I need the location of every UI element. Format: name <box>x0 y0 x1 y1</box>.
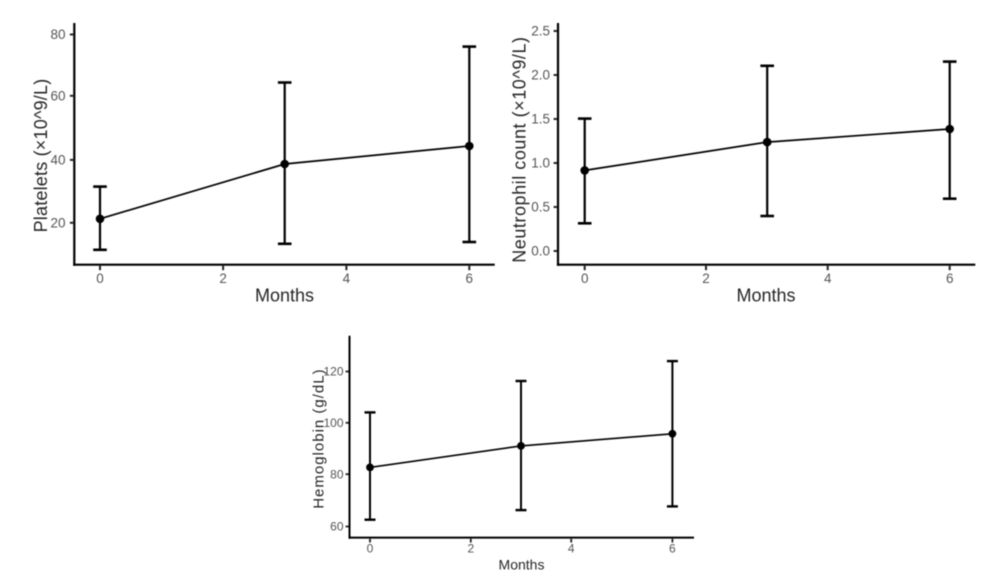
svg-text:40: 40 <box>50 153 65 168</box>
svg-text:Months: Months <box>736 286 795 306</box>
svg-text:2.0: 2.0 <box>531 68 550 83</box>
svg-text:6: 6 <box>669 542 676 556</box>
svg-text:Hemoglobin (g/dL): Hemoglobin (g/dL) <box>311 368 328 508</box>
svg-text:2: 2 <box>467 542 474 556</box>
svg-text:2: 2 <box>702 271 710 286</box>
svg-text:2: 2 <box>219 271 227 286</box>
svg-text:80: 80 <box>330 467 344 481</box>
svg-text:60: 60 <box>330 520 344 534</box>
svg-text:4: 4 <box>824 271 832 286</box>
svg-text:20: 20 <box>50 216 65 231</box>
svg-text:Neutrophil count (×10^9/L): Neutrophil count (×10^9/L) <box>510 36 530 262</box>
svg-text:4: 4 <box>343 271 351 286</box>
svg-text:1.0: 1.0 <box>531 156 550 171</box>
svg-text:0: 0 <box>581 271 589 286</box>
svg-text:100: 100 <box>323 416 343 430</box>
svg-text:Months: Months <box>255 286 314 306</box>
svg-text:0.5: 0.5 <box>531 200 550 215</box>
svg-text:120: 120 <box>323 365 343 379</box>
svg-text:6: 6 <box>466 271 474 286</box>
svg-text:Platelets (×10^9/L): Platelets (×10^9/L) <box>31 79 51 233</box>
svg-text:4: 4 <box>568 542 575 556</box>
svg-text:2.5: 2.5 <box>531 24 550 39</box>
svg-text:6: 6 <box>946 271 954 286</box>
svg-text:80: 80 <box>50 27 65 42</box>
svg-text:0: 0 <box>96 271 104 286</box>
svg-text:Months: Months <box>499 556 545 572</box>
svg-text:1.5: 1.5 <box>531 112 550 127</box>
svg-text:0.0: 0.0 <box>531 244 550 259</box>
svg-text:0: 0 <box>367 542 374 556</box>
svg-text:60: 60 <box>50 89 65 104</box>
